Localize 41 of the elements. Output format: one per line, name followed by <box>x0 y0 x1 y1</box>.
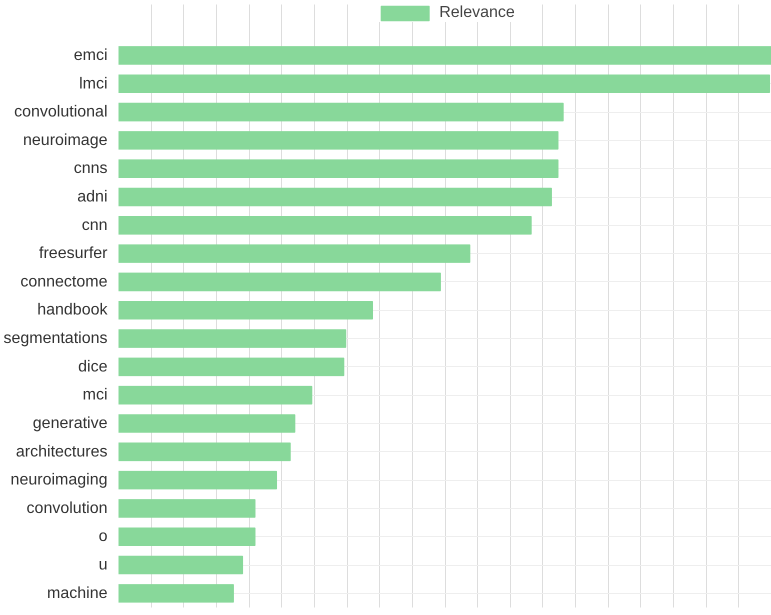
y-tick-label: neuroimaging <box>10 472 108 489</box>
bar <box>118 216 532 235</box>
y-tick-label: machine <box>47 584 108 602</box>
bar <box>118 556 244 574</box>
bar <box>118 159 558 178</box>
y-tick-label: cnns <box>74 160 108 178</box>
y-tick-label: freesurfer <box>39 245 108 262</box>
y-tick-label: cnn <box>82 216 108 234</box>
y-tick-label: mci <box>82 386 108 404</box>
y-tick-label: dice <box>78 358 108 376</box>
y-tick-label: connectome <box>20 273 108 290</box>
bar <box>118 300 374 320</box>
bar <box>118 442 291 462</box>
y-tick-label: convolution <box>26 500 108 517</box>
y-tick-label: u <box>98 556 108 574</box>
bar <box>118 74 770 94</box>
bar <box>118 102 564 122</box>
bar <box>118 329 346 348</box>
bar <box>118 414 296 433</box>
y-tick-label: convolutional <box>14 104 108 121</box>
bar <box>118 188 552 206</box>
bar <box>118 584 234 603</box>
y-tick-label: handbook <box>37 302 108 319</box>
bar <box>118 470 278 490</box>
y-tick-label: emci <box>74 46 108 64</box>
y-tick-label: adni <box>77 188 108 206</box>
bar <box>118 272 441 292</box>
bar <box>118 244 470 263</box>
bar <box>118 358 344 376</box>
bar <box>118 527 256 546</box>
y-tick-label: o <box>98 528 108 546</box>
y-tick-label: lmci <box>79 75 108 92</box>
y-tick-label: architectures <box>16 443 108 460</box>
y-tick-label: segmentations <box>3 330 108 348</box>
legend-label: Relevance <box>439 4 515 22</box>
bar <box>118 131 558 150</box>
bar <box>118 386 312 404</box>
bar <box>118 499 256 518</box>
y-tick-label: neuroimage <box>23 132 108 149</box>
bar <box>118 46 771 65</box>
y-tick-label: generative <box>32 414 108 432</box>
